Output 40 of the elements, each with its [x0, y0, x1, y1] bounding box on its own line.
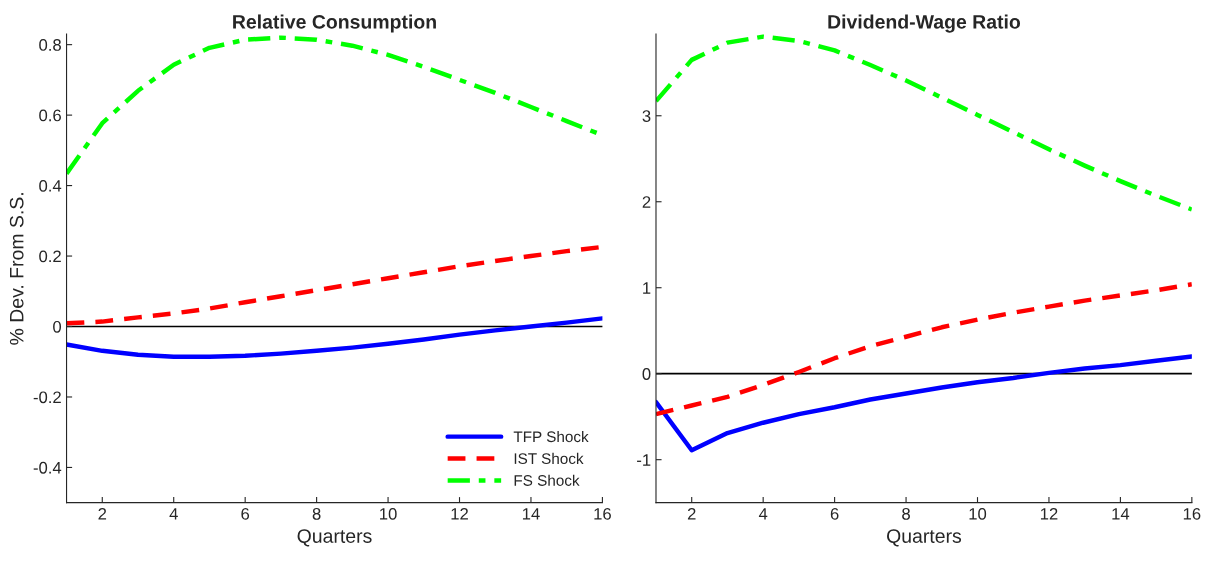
- y-tick-label: -0.2: [33, 391, 61, 404]
- x-tick-label: 14: [1112, 508, 1130, 520]
- line-series: [66, 316, 603, 360]
- y-tick-label: -1: [637, 454, 651, 466]
- chart-title: Relative Consumption: [233, 14, 436, 33]
- chart-title: Dividend-Wage Ratio: [828, 14, 1021, 33]
- x-tick-label: 2: [687, 507, 696, 520]
- x-tick-label: 12: [451, 507, 468, 520]
- y-tick-label: -0.4: [33, 461, 62, 474]
- y-tick-label: 0: [53, 320, 62, 333]
- y-tick-label: 1: [643, 282, 651, 294]
- y-tick-label: 3: [642, 110, 651, 122]
- x-tick-label: 8: [312, 507, 321, 520]
- line-series: [655, 354, 1192, 453]
- x-tick-label: 8: [902, 507, 910, 520]
- y-tick-label: 0.2: [39, 250, 61, 263]
- line-series: [655, 282, 1192, 417]
- legend-label: FS Shock: [514, 474, 580, 486]
- x-tick-label: 4: [169, 508, 178, 520]
- x-tick-label: 14: [522, 508, 540, 520]
- y-axis-title: % Dev. From S.S.: [9, 193, 24, 345]
- x-tick-label: 10: [380, 507, 397, 520]
- x-axis-title: Quarters: [887, 529, 962, 547]
- x-tick-label: 6: [241, 507, 250, 520]
- x-tick-label: 10: [969, 507, 987, 520]
- line-series: [655, 34, 1192, 212]
- legend-label: TFP Shock: [513, 430, 589, 443]
- y-tick-label: 0.4: [39, 179, 62, 192]
- x-tick-label: 6: [830, 507, 839, 520]
- y-tick-label: 2: [642, 196, 651, 208]
- x-tick-label: 4: [758, 508, 768, 520]
- x-tick-label: 12: [1040, 507, 1058, 520]
- y-tick-label: 0: [642, 368, 651, 380]
- x-tick-label: 16: [1183, 507, 1201, 520]
- x-tick-label: 2: [98, 507, 107, 520]
- y-tick-label: 0.6: [39, 109, 61, 122]
- x-tick-label: 16: [594, 507, 611, 520]
- legend-label: IST Shock: [514, 452, 584, 465]
- x-axis-title: Quarters: [297, 529, 372, 547]
- y-tick-label: 0.8: [39, 39, 61, 51]
